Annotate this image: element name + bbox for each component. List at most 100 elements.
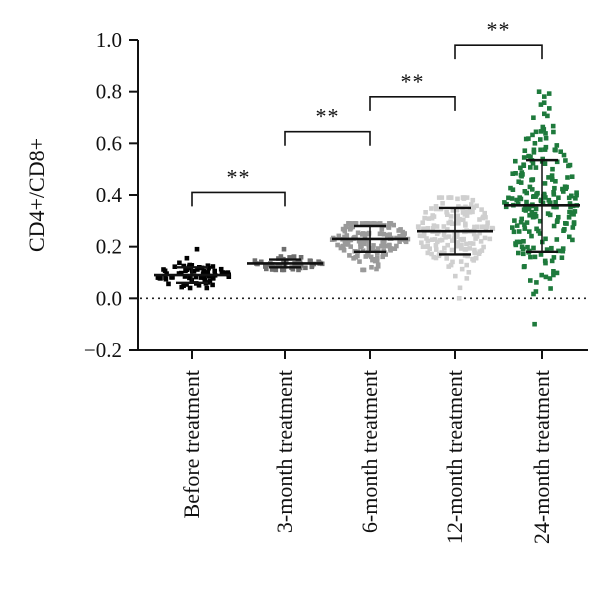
data-point: [542, 147, 548, 152]
data-point: [561, 189, 566, 194]
data-point: [551, 255, 557, 260]
data-point: [573, 196, 578, 201]
x-category-label: 12-month treatment: [442, 370, 467, 544]
data-point: [455, 196, 460, 202]
data-point: [435, 239, 440, 245]
y-tick-label: 0.6: [96, 131, 122, 155]
data-point: [456, 204, 461, 209]
data-point: [554, 237, 560, 242]
data-point: [182, 274, 188, 279]
data-point: [479, 207, 484, 212]
data-point: [181, 283, 186, 288]
data-point: [264, 266, 269, 272]
data-point: [423, 210, 428, 215]
data-point: [503, 204, 509, 210]
data-point: [427, 246, 432, 251]
data-point: [467, 246, 472, 251]
data-point: [375, 255, 380, 261]
data-point: [181, 263, 186, 269]
data-point: [487, 236, 493, 242]
data-point: [532, 321, 537, 327]
data-point: [196, 283, 202, 288]
data-point: [476, 251, 482, 256]
data-point: [566, 215, 572, 220]
data-point: [481, 224, 487, 229]
data-point: [533, 206, 539, 212]
data-point: [424, 236, 429, 241]
data-point: [551, 204, 556, 210]
points-layer: [155, 89, 580, 327]
data-point: [342, 234, 347, 240]
data-point: [563, 158, 568, 163]
data-point: [524, 220, 530, 225]
significance-label: **: [487, 17, 511, 42]
data-point: [316, 259, 321, 264]
data-point: [551, 223, 557, 229]
data-point: [538, 252, 544, 257]
data-point: [355, 253, 360, 259]
data-point: [361, 241, 367, 247]
data-point: [550, 177, 555, 182]
data-point: [523, 136, 529, 142]
data-point: [458, 259, 464, 264]
data-point: [468, 241, 473, 246]
data-point: [455, 243, 461, 249]
data-point: [210, 264, 216, 269]
data-point: [543, 135, 549, 141]
data-point: [517, 195, 522, 200]
data-point: [539, 272, 544, 278]
data-point: [464, 195, 470, 200]
data-point: [397, 233, 402, 239]
y-tick-label: 0.8: [96, 80, 122, 104]
data-point: [433, 204, 439, 209]
significance-label: **: [401, 69, 425, 94]
data-point: [533, 129, 539, 135]
data-point: [537, 218, 543, 224]
data-point: [445, 212, 450, 217]
data-point: [396, 228, 401, 233]
data-point: [572, 209, 578, 214]
data-point: [360, 221, 366, 227]
data-point: [420, 220, 425, 225]
data-point: [463, 221, 468, 227]
data-point: [457, 285, 463, 291]
data-point: [206, 265, 211, 271]
data-point: [528, 278, 533, 283]
data-point: [516, 229, 522, 234]
data-point: [386, 224, 391, 230]
data-point: [454, 208, 459, 213]
data-point: [490, 226, 496, 231]
data-point: [455, 213, 460, 219]
data-point: [448, 195, 453, 200]
data-point: [455, 240, 460, 245]
data-point: [210, 276, 216, 281]
data-point: [275, 263, 280, 268]
data-point: [366, 245, 372, 251]
data-point: [522, 264, 527, 269]
data-point: [561, 152, 567, 158]
data-point: [520, 246, 526, 252]
data-point: [567, 234, 572, 240]
data-point: [169, 275, 174, 280]
data-point: [553, 179, 558, 184]
data-point: [485, 220, 490, 225]
data-point: [441, 232, 447, 237]
data-point: [450, 208, 456, 213]
data-point: [446, 220, 451, 226]
data-point: [543, 236, 548, 242]
data-point: [473, 236, 478, 241]
data-point: [336, 233, 342, 239]
data-point: [541, 194, 546, 199]
data-point: [545, 113, 550, 119]
data-point: [366, 230, 372, 236]
significance-label: **: [227, 164, 251, 189]
data-point: [467, 210, 473, 215]
data-point: [527, 184, 533, 190]
data-point: [392, 246, 398, 251]
data-point: [448, 262, 454, 268]
data-point: [458, 237, 463, 242]
data-point: [187, 275, 192, 281]
data-point: [545, 211, 551, 216]
data-point: [461, 196, 467, 201]
